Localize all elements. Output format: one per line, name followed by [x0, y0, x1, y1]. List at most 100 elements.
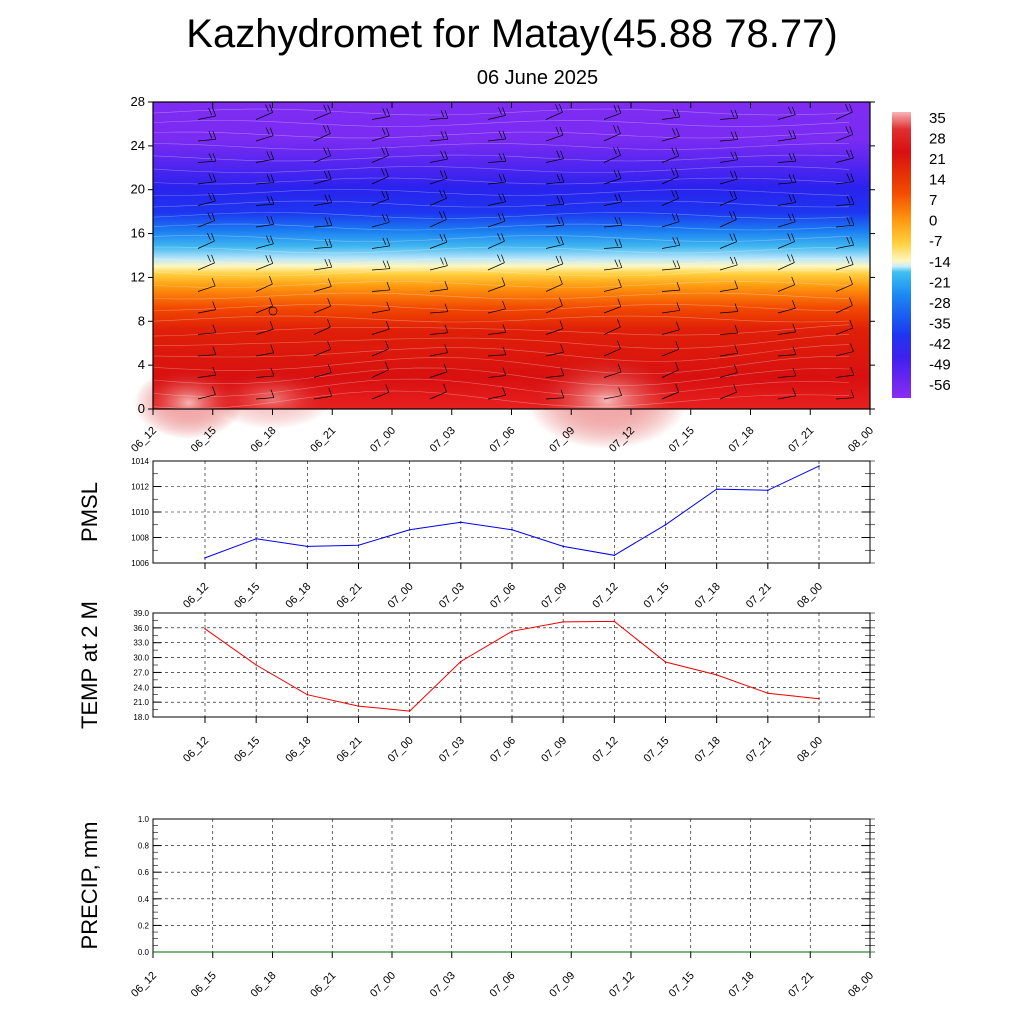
data-point — [511, 529, 513, 531]
heatmap-warm-region — [133, 367, 244, 439]
wind-barb-flag — [444, 131, 449, 140]
heatmap-ytick-label: 20 — [131, 182, 145, 197]
wind-barb-flag — [618, 279, 622, 288]
wind-barb-shaft — [719, 117, 738, 120]
wind-barb-flag — [788, 174, 793, 182]
wind-barb-shaft — [255, 182, 274, 185]
wind-barb-flag — [270, 174, 275, 183]
wind-barb-shaft — [777, 284, 795, 292]
wind-barb-flag — [266, 174, 271, 182]
wind-barb-flag — [613, 105, 618, 113]
contour-line — [152, 292, 850, 300]
data-point — [869, 951, 871, 953]
data-point — [570, 951, 573, 953]
wind-barb-flag — [270, 196, 275, 205]
wind-barb-shaft — [603, 326, 621, 335]
wind-barb-shaft — [719, 198, 737, 206]
data-point — [460, 660, 462, 663]
wind-barb-flag — [212, 192, 216, 202]
data-point — [255, 664, 257, 666]
wind-barb-flag — [386, 237, 391, 247]
wind-barb-flag — [559, 320, 564, 329]
data-point — [818, 465, 820, 467]
contour-line — [152, 355, 850, 375]
wind-barb-flag — [212, 107, 216, 117]
wind-barb-flag — [440, 131, 445, 139]
heatmap-xtick-label: 06_18 — [249, 425, 279, 455]
data-point — [306, 545, 309, 548]
wind-barb-flag — [614, 193, 618, 202]
wind-barb-shaft — [487, 220, 506, 228]
contour-line — [152, 223, 850, 231]
wind-barb-flag — [850, 173, 855, 182]
wind-barb-flag — [733, 211, 737, 220]
wind-barb-flag — [787, 233, 791, 241]
wind-barb-flag — [734, 131, 739, 140]
xtick-label: 08_00 — [795, 735, 825, 765]
wind-barb-shaft — [255, 112, 273, 120]
ytick-label: 1008 — [131, 534, 149, 543]
wind-barb-flag — [850, 389, 855, 398]
wind-barb-flag — [792, 387, 797, 397]
xtick-label: 07_15 — [667, 970, 697, 1000]
xtick-label: 07_15 — [642, 735, 672, 765]
wind-barb-flag — [439, 211, 443, 219]
data-point — [562, 621, 564, 623]
wind-barb-shaft — [661, 244, 680, 249]
wind-barb-shaft — [197, 262, 215, 271]
wind-barb-flag — [208, 153, 213, 161]
wind-barb-flag — [323, 147, 327, 155]
wind-barb-shaft — [719, 332, 738, 335]
data-point — [630, 951, 632, 953]
wind-barb-shaft — [313, 348, 331, 357]
xtick-label: 07_00 — [386, 581, 416, 611]
colorbar-label: -56 — [929, 377, 951, 394]
wind-barb-flag — [444, 344, 448, 353]
wind-barb-flag — [671, 168, 675, 176]
wind-barb-flag — [444, 110, 449, 119]
wind-barb-flag — [791, 254, 795, 263]
wind-barb-flag — [559, 104, 563, 113]
wind-barb-flag — [266, 216, 271, 224]
wind-barb-flag — [386, 108, 391, 117]
xtick-label: 06_21 — [335, 581, 365, 611]
wind-barb-shaft — [197, 240, 215, 249]
wind-barb-flag — [555, 255, 560, 264]
wind-barb-shaft — [835, 134, 853, 142]
data-point — [450, 951, 453, 953]
wind-barb-flag — [270, 367, 275, 377]
wind-barb-shaft — [255, 243, 274, 249]
colorbar — [892, 112, 911, 398]
wind-barb-shaft — [487, 115, 506, 120]
wind-barb-flag — [498, 153, 503, 161]
wind-barb-shaft — [197, 394, 216, 400]
xtick-label: 06_12 — [129, 970, 159, 1000]
calm-wind-marker — [268, 306, 278, 316]
wind-barb-shaft — [429, 117, 448, 120]
wind-barb-flag — [501, 233, 505, 242]
contour-line — [152, 269, 850, 277]
wind-barb-flag — [502, 107, 506, 116]
contour-line — [152, 189, 850, 196]
wind-barb-shaft — [487, 285, 506, 292]
wind-barb-flag — [730, 151, 735, 159]
page-subtitle: 06 June 2025 — [476, 67, 599, 89]
wind-barb-flag — [327, 278, 332, 287]
wind-barb-flag — [265, 104, 269, 112]
wind-barb-shaft — [313, 305, 331, 314]
wind-barb-flag — [502, 324, 507, 333]
wind-barb-flag — [676, 260, 681, 269]
wind-barb-shaft — [487, 375, 506, 378]
wind-barb-shaft — [429, 288, 448, 292]
heatmap-ytick-label: 0 — [138, 401, 145, 416]
wind-barb-flag — [212, 173, 217, 182]
data-point — [715, 488, 718, 490]
heatmap-ytick-label: 4 — [138, 357, 145, 372]
heatmap-field — [153, 102, 870, 409]
ytick-label: 0.8 — [138, 842, 150, 851]
xtick-label: 06_18 — [283, 581, 313, 611]
wind-barb-flag — [849, 319, 854, 329]
wind-barb-shaft — [603, 286, 622, 292]
wind-barb-flag — [788, 194, 793, 202]
wind-barb-shaft — [371, 176, 389, 185]
